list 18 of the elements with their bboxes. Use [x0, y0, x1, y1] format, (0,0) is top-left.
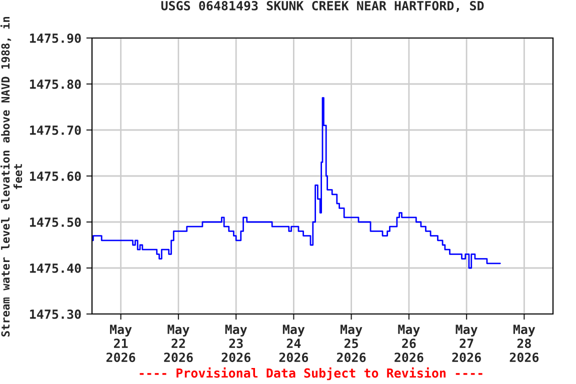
y-tick-label: 1475.80 [30, 79, 81, 89]
x-tick-label: May 22 2026 [164, 324, 193, 362]
x-tick-label: May 25 2026 [336, 324, 366, 362]
y-tick-label: 1475.30 [30, 309, 81, 319]
y-axis-title: Stream water level elevation above NAVD 1988, in feet [0, 16, 22, 336]
y-tick-label: 1475.60 [30, 171, 81, 181]
y-tick-label: 1475.90 [30, 33, 81, 43]
x-tick-label: May 24 2026 [279, 324, 308, 362]
x-tick-label: May 26 2026 [394, 324, 424, 362]
x-tick-label: May 21 2026 [106, 324, 136, 362]
y-tick-label: 1475.40 [30, 263, 81, 273]
text: ---- Provisional Data Subject to Revision ---- [140, 367, 482, 380]
y-tick-label: 1475.70 [30, 125, 81, 135]
x-tick-label: May 28 2026 [510, 324, 539, 362]
y-tick-label: 1475.50 [30, 217, 81, 227]
x-tick-label: May 23 2026 [222, 324, 250, 362]
chart-title: USGS 06481493 SKUNK CREEK NEAR HARTFORD, SD [161, 0, 484, 12]
x-tick-label: May 27 2026 [452, 324, 481, 362]
